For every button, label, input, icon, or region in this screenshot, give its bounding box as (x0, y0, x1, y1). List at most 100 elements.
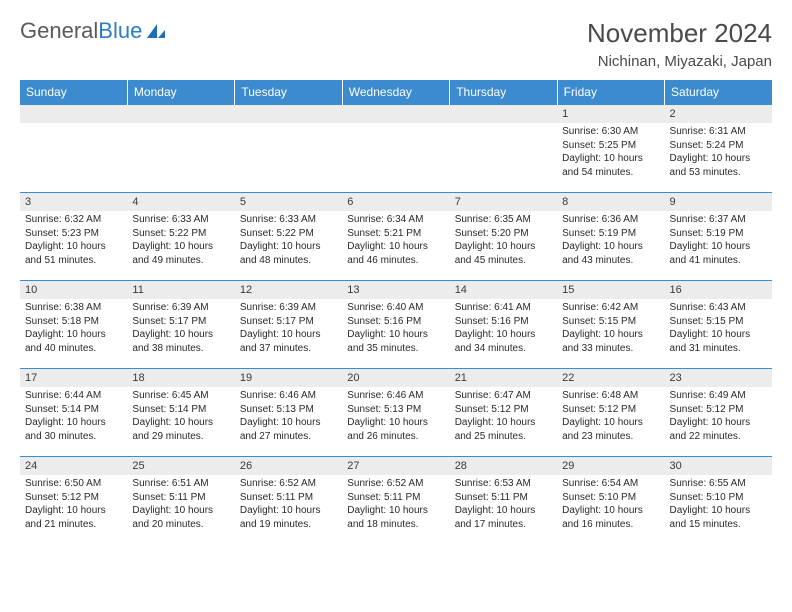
day-details: Sunrise: 6:36 AMSunset: 5:19 PMDaylight:… (557, 211, 664, 271)
day-details: Sunrise: 6:54 AMSunset: 5:10 PMDaylight:… (557, 475, 664, 535)
day-details: Sunrise: 6:39 AMSunset: 5:17 PMDaylight:… (127, 299, 234, 359)
weekday-header: Sunday (20, 80, 127, 105)
day-details: Sunrise: 6:52 AMSunset: 5:11 PMDaylight:… (342, 475, 449, 535)
day-number: 2 (665, 105, 772, 123)
day-number-empty (20, 105, 127, 123)
day-details: Sunrise: 6:38 AMSunset: 5:18 PMDaylight:… (20, 299, 127, 359)
header: GeneralBlue November 2024 Nichinan, Miya… (20, 18, 772, 70)
location: Nichinan, Miyazaki, Japan (587, 53, 772, 70)
day-details: Sunrise: 6:32 AMSunset: 5:23 PMDaylight:… (20, 211, 127, 271)
day-details: Sunrise: 6:53 AMSunset: 5:11 PMDaylight:… (450, 475, 557, 535)
day-number: 18 (127, 369, 234, 387)
day-number: 11 (127, 281, 234, 299)
calendar-row: 1Sunrise: 6:30 AMSunset: 5:25 PMDaylight… (20, 105, 772, 193)
weekday-header: Thursday (450, 80, 557, 105)
day-details: Sunrise: 6:46 AMSunset: 5:13 PMDaylight:… (235, 387, 342, 447)
day-details: Sunrise: 6:52 AMSunset: 5:11 PMDaylight:… (235, 475, 342, 535)
day-number: 3 (20, 193, 127, 211)
calendar-row: 24Sunrise: 6:50 AMSunset: 5:12 PMDayligh… (20, 457, 772, 545)
day-number: 27 (342, 457, 449, 475)
calendar-cell: 21Sunrise: 6:47 AMSunset: 5:12 PMDayligh… (450, 369, 557, 457)
calendar-cell: 16Sunrise: 6:43 AMSunset: 5:15 PMDayligh… (665, 281, 772, 369)
day-number: 30 (665, 457, 772, 475)
weekday-header: Friday (557, 80, 664, 105)
title-block: November 2024 Nichinan, Miyazaki, Japan (587, 18, 772, 70)
day-number: 12 (235, 281, 342, 299)
logo-sail-icon (145, 22, 167, 40)
day-details: Sunrise: 6:49 AMSunset: 5:12 PMDaylight:… (665, 387, 772, 447)
day-number: 22 (557, 369, 664, 387)
day-details: Sunrise: 6:35 AMSunset: 5:20 PMDaylight:… (450, 211, 557, 271)
calendar-cell-empty (20, 105, 127, 193)
weekday-header: Saturday (665, 80, 772, 105)
day-number: 20 (342, 369, 449, 387)
day-details: Sunrise: 6:31 AMSunset: 5:24 PMDaylight:… (665, 123, 772, 183)
calendar-cell: 24Sunrise: 6:50 AMSunset: 5:12 PMDayligh… (20, 457, 127, 545)
calendar-cell: 27Sunrise: 6:52 AMSunset: 5:11 PMDayligh… (342, 457, 449, 545)
calendar-cell: 30Sunrise: 6:55 AMSunset: 5:10 PMDayligh… (665, 457, 772, 545)
calendar-cell: 29Sunrise: 6:54 AMSunset: 5:10 PMDayligh… (557, 457, 664, 545)
calendar-cell: 22Sunrise: 6:48 AMSunset: 5:12 PMDayligh… (557, 369, 664, 457)
day-details: Sunrise: 6:50 AMSunset: 5:12 PMDaylight:… (20, 475, 127, 535)
calendar-cell: 8Sunrise: 6:36 AMSunset: 5:19 PMDaylight… (557, 193, 664, 281)
day-number-empty (450, 105, 557, 123)
day-details: Sunrise: 6:44 AMSunset: 5:14 PMDaylight:… (20, 387, 127, 447)
day-details: Sunrise: 6:34 AMSunset: 5:21 PMDaylight:… (342, 211, 449, 271)
day-number-empty (342, 105, 449, 123)
day-details: Sunrise: 6:39 AMSunset: 5:17 PMDaylight:… (235, 299, 342, 359)
calendar-page: GeneralBlue November 2024 Nichinan, Miya… (0, 0, 792, 555)
day-details: Sunrise: 6:37 AMSunset: 5:19 PMDaylight:… (665, 211, 772, 271)
day-number: 24 (20, 457, 127, 475)
calendar-body: 1Sunrise: 6:30 AMSunset: 5:25 PMDaylight… (20, 105, 772, 545)
calendar-cell: 23Sunrise: 6:49 AMSunset: 5:12 PMDayligh… (665, 369, 772, 457)
weekday-header: Tuesday (235, 80, 342, 105)
day-number: 4 (127, 193, 234, 211)
day-details: Sunrise: 6:47 AMSunset: 5:12 PMDaylight:… (450, 387, 557, 447)
calendar-row: 17Sunrise: 6:44 AMSunset: 5:14 PMDayligh… (20, 369, 772, 457)
calendar-cell: 12Sunrise: 6:39 AMSunset: 5:17 PMDayligh… (235, 281, 342, 369)
day-number-empty (235, 105, 342, 123)
calendar-cell: 2Sunrise: 6:31 AMSunset: 5:24 PMDaylight… (665, 105, 772, 193)
calendar-cell-empty (450, 105, 557, 193)
day-number: 29 (557, 457, 664, 475)
day-details: Sunrise: 6:45 AMSunset: 5:14 PMDaylight:… (127, 387, 234, 447)
calendar-cell: 15Sunrise: 6:42 AMSunset: 5:15 PMDayligh… (557, 281, 664, 369)
day-number: 14 (450, 281, 557, 299)
calendar-cell: 5Sunrise: 6:33 AMSunset: 5:22 PMDaylight… (235, 193, 342, 281)
logo: GeneralBlue (20, 18, 167, 44)
weekday-row: SundayMondayTuesdayWednesdayThursdayFrid… (20, 80, 772, 105)
day-number: 6 (342, 193, 449, 211)
day-number: 7 (450, 193, 557, 211)
day-number: 1 (557, 105, 664, 123)
day-number: 5 (235, 193, 342, 211)
calendar-cell: 18Sunrise: 6:45 AMSunset: 5:14 PMDayligh… (127, 369, 234, 457)
calendar-cell: 6Sunrise: 6:34 AMSunset: 5:21 PMDaylight… (342, 193, 449, 281)
day-details: Sunrise: 6:48 AMSunset: 5:12 PMDaylight:… (557, 387, 664, 447)
day-number: 9 (665, 193, 772, 211)
day-number: 26 (235, 457, 342, 475)
calendar-cell: 14Sunrise: 6:41 AMSunset: 5:16 PMDayligh… (450, 281, 557, 369)
day-details: Sunrise: 6:33 AMSunset: 5:22 PMDaylight:… (235, 211, 342, 271)
day-number: 13 (342, 281, 449, 299)
calendar-cell: 11Sunrise: 6:39 AMSunset: 5:17 PMDayligh… (127, 281, 234, 369)
day-details: Sunrise: 6:55 AMSunset: 5:10 PMDaylight:… (665, 475, 772, 535)
weekday-header: Monday (127, 80, 234, 105)
day-number: 17 (20, 369, 127, 387)
calendar-cell: 17Sunrise: 6:44 AMSunset: 5:14 PMDayligh… (20, 369, 127, 457)
day-number: 15 (557, 281, 664, 299)
day-details: Sunrise: 6:43 AMSunset: 5:15 PMDaylight:… (665, 299, 772, 359)
calendar-cell: 26Sunrise: 6:52 AMSunset: 5:11 PMDayligh… (235, 457, 342, 545)
day-details: Sunrise: 6:46 AMSunset: 5:13 PMDaylight:… (342, 387, 449, 447)
day-number: 25 (127, 457, 234, 475)
day-number: 10 (20, 281, 127, 299)
logo-text-blue: Blue (98, 18, 142, 44)
day-details: Sunrise: 6:33 AMSunset: 5:22 PMDaylight:… (127, 211, 234, 271)
calendar-cell: 20Sunrise: 6:46 AMSunset: 5:13 PMDayligh… (342, 369, 449, 457)
calendar-cell: 3Sunrise: 6:32 AMSunset: 5:23 PMDaylight… (20, 193, 127, 281)
calendar-cell: 4Sunrise: 6:33 AMSunset: 5:22 PMDaylight… (127, 193, 234, 281)
calendar-cell: 9Sunrise: 6:37 AMSunset: 5:19 PMDaylight… (665, 193, 772, 281)
calendar-row: 10Sunrise: 6:38 AMSunset: 5:18 PMDayligh… (20, 281, 772, 369)
calendar-cell: 28Sunrise: 6:53 AMSunset: 5:11 PMDayligh… (450, 457, 557, 545)
calendar-row: 3Sunrise: 6:32 AMSunset: 5:23 PMDaylight… (20, 193, 772, 281)
day-details: Sunrise: 6:40 AMSunset: 5:16 PMDaylight:… (342, 299, 449, 359)
